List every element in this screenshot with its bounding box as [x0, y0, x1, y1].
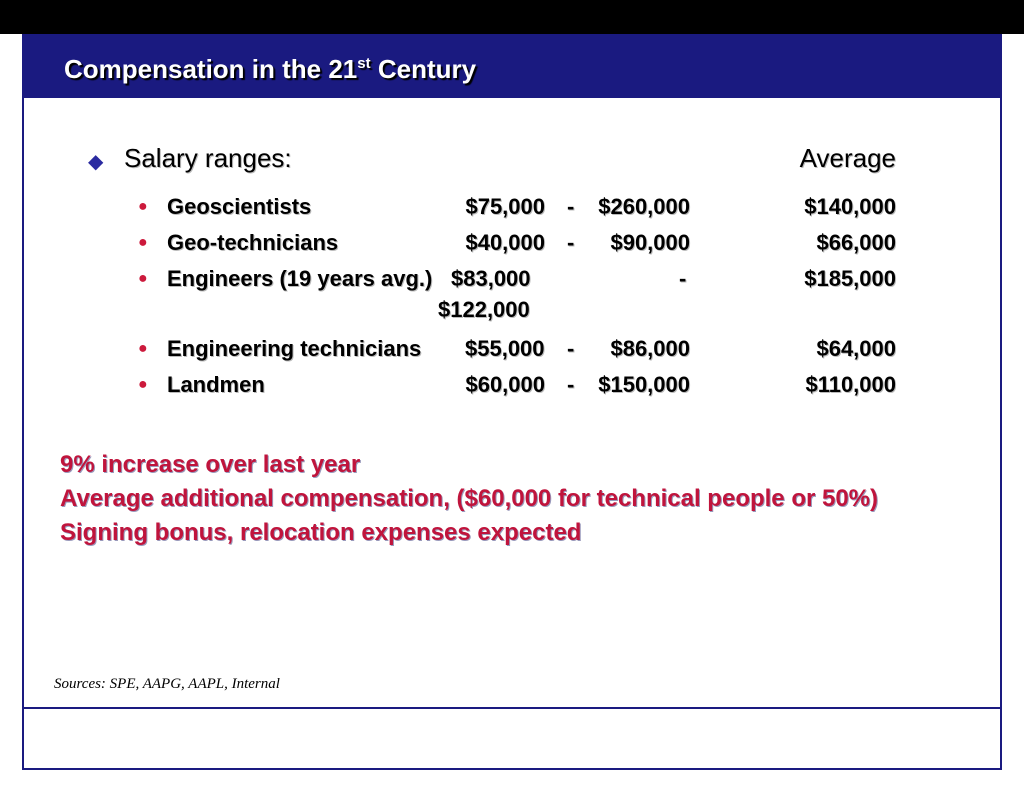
salary-high: $90,000: [610, 230, 690, 255]
salary-average: $140,000: [804, 194, 896, 219]
salary-high: $260,000: [598, 194, 690, 219]
salary-row: ● Landmen $60,000 - $150,000 $110,000: [138, 372, 896, 402]
occupation-name: Engineers (19 years avg.): [167, 266, 433, 291]
range-dash: -: [679, 266, 687, 291]
salary-heading-row: ◆ Salary ranges: Average: [88, 143, 896, 179]
range-dash: -: [567, 230, 575, 255]
diamond-bullet-icon: ◆: [88, 151, 104, 173]
occupation-name: Geo-technicians: [167, 230, 339, 255]
salary-average: $185,000: [804, 266, 896, 291]
salary-low: $60,000: [465, 372, 545, 397]
salary-average: $66,000: [816, 230, 896, 255]
occupation-name: Landmen: [167, 372, 265, 397]
circle-bullet-icon: ●: [138, 270, 148, 287]
range-dash: -: [567, 194, 575, 219]
salary-row: ● Engineering technicians $55,000 - $86,…: [138, 336, 896, 366]
occupation-name: Engineering technicians: [167, 336, 422, 361]
top-black-bar: [0, 0, 1024, 34]
circle-bullet-icon: ●: [138, 234, 148, 251]
salary-low: $40,000: [465, 230, 545, 255]
circle-bullet-icon: ●: [138, 376, 148, 393]
salary-average: $64,000: [816, 336, 896, 361]
salary-row: ● Geo-technicians $40,000 - $90,000 $66,…: [138, 230, 896, 260]
slide-title-prefix: Compensation in the 21: [64, 54, 358, 84]
sources-footnote: Sources: SPE, AAPG, AAPL, Internal: [54, 676, 280, 692]
salary-ranges-heading: Salary ranges:: [124, 143, 292, 173]
slide-title: Compensation in the 21st Century: [64, 54, 476, 85]
salary-high: $122,000: [438, 297, 530, 322]
bottom-divider: [24, 707, 1000, 709]
salary-low: $55,000: [465, 336, 545, 361]
circle-bullet-icon: ●: [138, 340, 148, 357]
salary-low: $83,000: [451, 266, 531, 291]
salary-high: $86,000: [610, 336, 690, 361]
range-dash: -: [567, 372, 575, 397]
note-additional-compensation: Average additional compensation, ($60,00…: [60, 485, 879, 512]
slide-frame: [22, 34, 1002, 770]
salary-row: ● Engineers (19 years avg.) $83,000 - $1…: [138, 266, 896, 322]
circle-bullet-icon: ●: [138, 198, 148, 215]
slide-title-suffix: Century: [370, 54, 477, 84]
note-signing-bonus: Signing bonus, relocation expenses expec…: [60, 519, 582, 546]
title-band: [22, 34, 1002, 98]
salary-low: $75,000: [465, 194, 545, 219]
salary-average: $110,000: [805, 372, 896, 397]
occupation-name: Geoscientists: [167, 194, 312, 219]
range-dash: -: [567, 336, 575, 361]
average-column-heading: Average: [799, 143, 896, 173]
note-increase: 9% increase over last year: [60, 451, 361, 478]
highlight-notes: 9% increase over last year Average addit…: [60, 448, 980, 550]
slide-title-superscript: st: [357, 55, 371, 72]
salary-row: ● Geoscientists $75,000 - $260,000 $140,…: [138, 194, 896, 224]
salary-high: $150,000: [598, 372, 690, 397]
